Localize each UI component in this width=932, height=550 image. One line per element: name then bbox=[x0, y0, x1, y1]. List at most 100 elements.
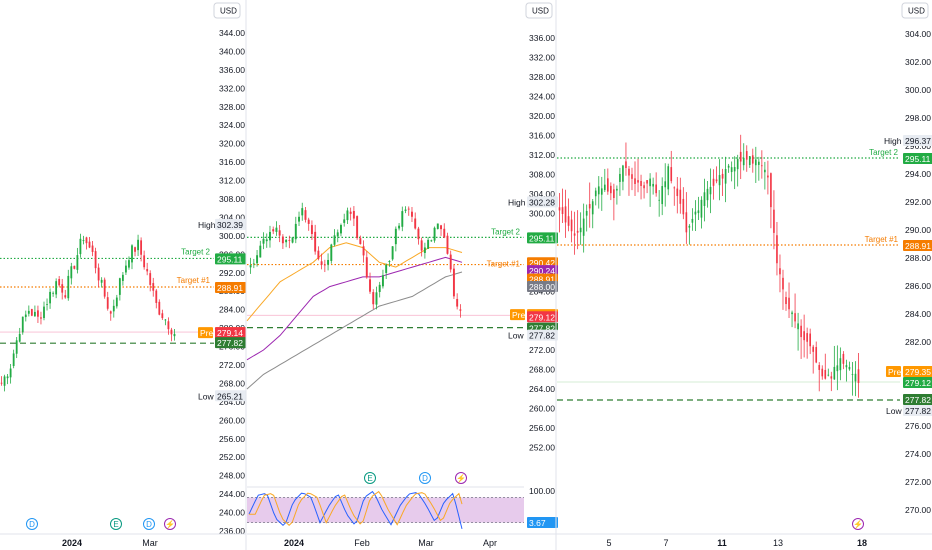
left-candle bbox=[121, 274, 124, 281]
left-candle bbox=[109, 311, 112, 314]
right-candle bbox=[800, 325, 802, 338]
middle-pre-label-bg bbox=[510, 309, 525, 321]
left-event-marker-symbol: D bbox=[29, 520, 35, 529]
middle-candle bbox=[252, 263, 255, 265]
left-target2-value-bg bbox=[215, 253, 246, 265]
right-candle bbox=[649, 178, 651, 187]
middle-ma-gray-value-bg bbox=[527, 281, 558, 292]
middle-event-marker[interactable] bbox=[364, 472, 376, 484]
right-price-tick: 298.00 bbox=[905, 113, 931, 123]
right-candle bbox=[691, 218, 694, 223]
left-candle bbox=[58, 279, 61, 286]
right-price-tick: 300.00 bbox=[905, 85, 931, 95]
left-event-marker[interactable] bbox=[26, 518, 38, 530]
middle-candle bbox=[440, 225, 442, 230]
right-stop-value-bg bbox=[903, 394, 932, 405]
middle-currency-badge[interactable] bbox=[525, 2, 553, 19]
right-candle bbox=[785, 297, 787, 305]
oscillator-d-line bbox=[249, 490, 463, 526]
left-candle bbox=[0, 382, 3, 384]
right-candle bbox=[585, 210, 588, 216]
right-high-value-bg bbox=[903, 135, 932, 146]
middle-candle bbox=[298, 216, 300, 222]
left-price-tick: 324.00 bbox=[219, 120, 245, 130]
middle-ma-purple bbox=[246, 256, 463, 361]
right-candle bbox=[616, 188, 618, 191]
middle-ma-purple-value: 290.24 bbox=[529, 266, 555, 276]
right-currency-badge[interactable] bbox=[901, 2, 929, 19]
left-candle bbox=[146, 269, 149, 272]
left-event-marker[interactable] bbox=[143, 518, 155, 530]
middle-candle bbox=[336, 232, 339, 237]
middle-candle bbox=[436, 223, 439, 229]
right-price-tick: 282.00 bbox=[905, 337, 931, 347]
left-price-tick: 284.00 bbox=[219, 305, 245, 315]
right-high-label: High bbox=[884, 136, 902, 146]
left-candle bbox=[125, 265, 127, 273]
left-event-marker[interactable] bbox=[110, 518, 122, 530]
left-candle bbox=[88, 241, 91, 248]
right-candle bbox=[573, 233, 576, 236]
left-price-tick: 268.00 bbox=[219, 378, 245, 388]
middle-price-tick: 264.00 bbox=[529, 384, 555, 394]
middle-candle bbox=[265, 239, 268, 242]
left-event-marker[interactable] bbox=[164, 518, 176, 530]
right-target2-value: 295.11 bbox=[905, 154, 931, 164]
middle-pre-label: Pre bbox=[512, 310, 526, 320]
left-currency-label: USD bbox=[220, 7, 237, 16]
left-price-tick: 320.00 bbox=[219, 139, 245, 149]
middle-candle bbox=[343, 219, 346, 223]
left-candle bbox=[131, 245, 133, 263]
right-candle bbox=[773, 209, 775, 233]
right-target1-value-bg bbox=[903, 240, 932, 251]
middle-currency-label: USD bbox=[532, 7, 549, 16]
right-price-tick: 302.00 bbox=[905, 57, 931, 67]
right-candle bbox=[685, 212, 688, 233]
middle-candle bbox=[388, 261, 391, 263]
left-price-tick: 344.00 bbox=[219, 28, 245, 38]
oscillator-band bbox=[247, 497, 524, 523]
right-event-marker-symbol: ⚡ bbox=[853, 519, 863, 529]
left-target1-value: 288.91 bbox=[217, 283, 243, 293]
middle-candle bbox=[427, 239, 430, 249]
left-price-tick: 336.00 bbox=[219, 65, 245, 75]
left-price-tick: 244.00 bbox=[219, 489, 245, 499]
middle-event-marker-symbol: E bbox=[367, 474, 372, 483]
left-currency-badge[interactable] bbox=[213, 2, 241, 19]
right-event-marker[interactable] bbox=[852, 518, 864, 530]
right-pre-label-bg bbox=[886, 366, 901, 377]
left-stop-value-bg bbox=[215, 337, 246, 349]
right-candle bbox=[830, 376, 833, 379]
left-target1-label: Target #1 bbox=[177, 276, 211, 285]
middle-event-marker[interactable] bbox=[455, 472, 467, 484]
middle-candle bbox=[359, 238, 362, 244]
right-candle bbox=[748, 156, 751, 165]
left-candle bbox=[155, 290, 158, 303]
right-candle bbox=[782, 277, 784, 290]
right-candle bbox=[803, 331, 805, 341]
right-candle bbox=[770, 173, 772, 208]
left-high-value: 302.39 bbox=[217, 220, 243, 230]
right-candle bbox=[806, 333, 808, 342]
right-candle bbox=[567, 216, 570, 226]
left-candle bbox=[64, 295, 67, 298]
right-candle bbox=[767, 175, 769, 178]
middle-price-tick: 256.00 bbox=[529, 423, 555, 433]
right-low-value-bg bbox=[903, 405, 932, 416]
right-last-value: 279.12 bbox=[905, 378, 931, 388]
middle-ma-orange-value: 290.42 bbox=[529, 258, 555, 268]
middle-candle bbox=[346, 210, 349, 221]
right-candle bbox=[643, 185, 645, 189]
middle-low-value: 277.82 bbox=[529, 331, 555, 341]
middle-candle bbox=[259, 245, 262, 258]
left-price-tick: 292.00 bbox=[219, 268, 245, 278]
middle-candle bbox=[330, 244, 333, 261]
left-stop-value: 277.82 bbox=[217, 338, 243, 348]
middle-candle bbox=[269, 231, 271, 241]
middle-event-marker[interactable] bbox=[419, 472, 431, 484]
oscillator-k-line bbox=[248, 490, 463, 530]
middle-ma-orange bbox=[246, 242, 463, 322]
left-price-tick: 248.00 bbox=[219, 471, 245, 481]
middle-candle bbox=[285, 239, 288, 243]
